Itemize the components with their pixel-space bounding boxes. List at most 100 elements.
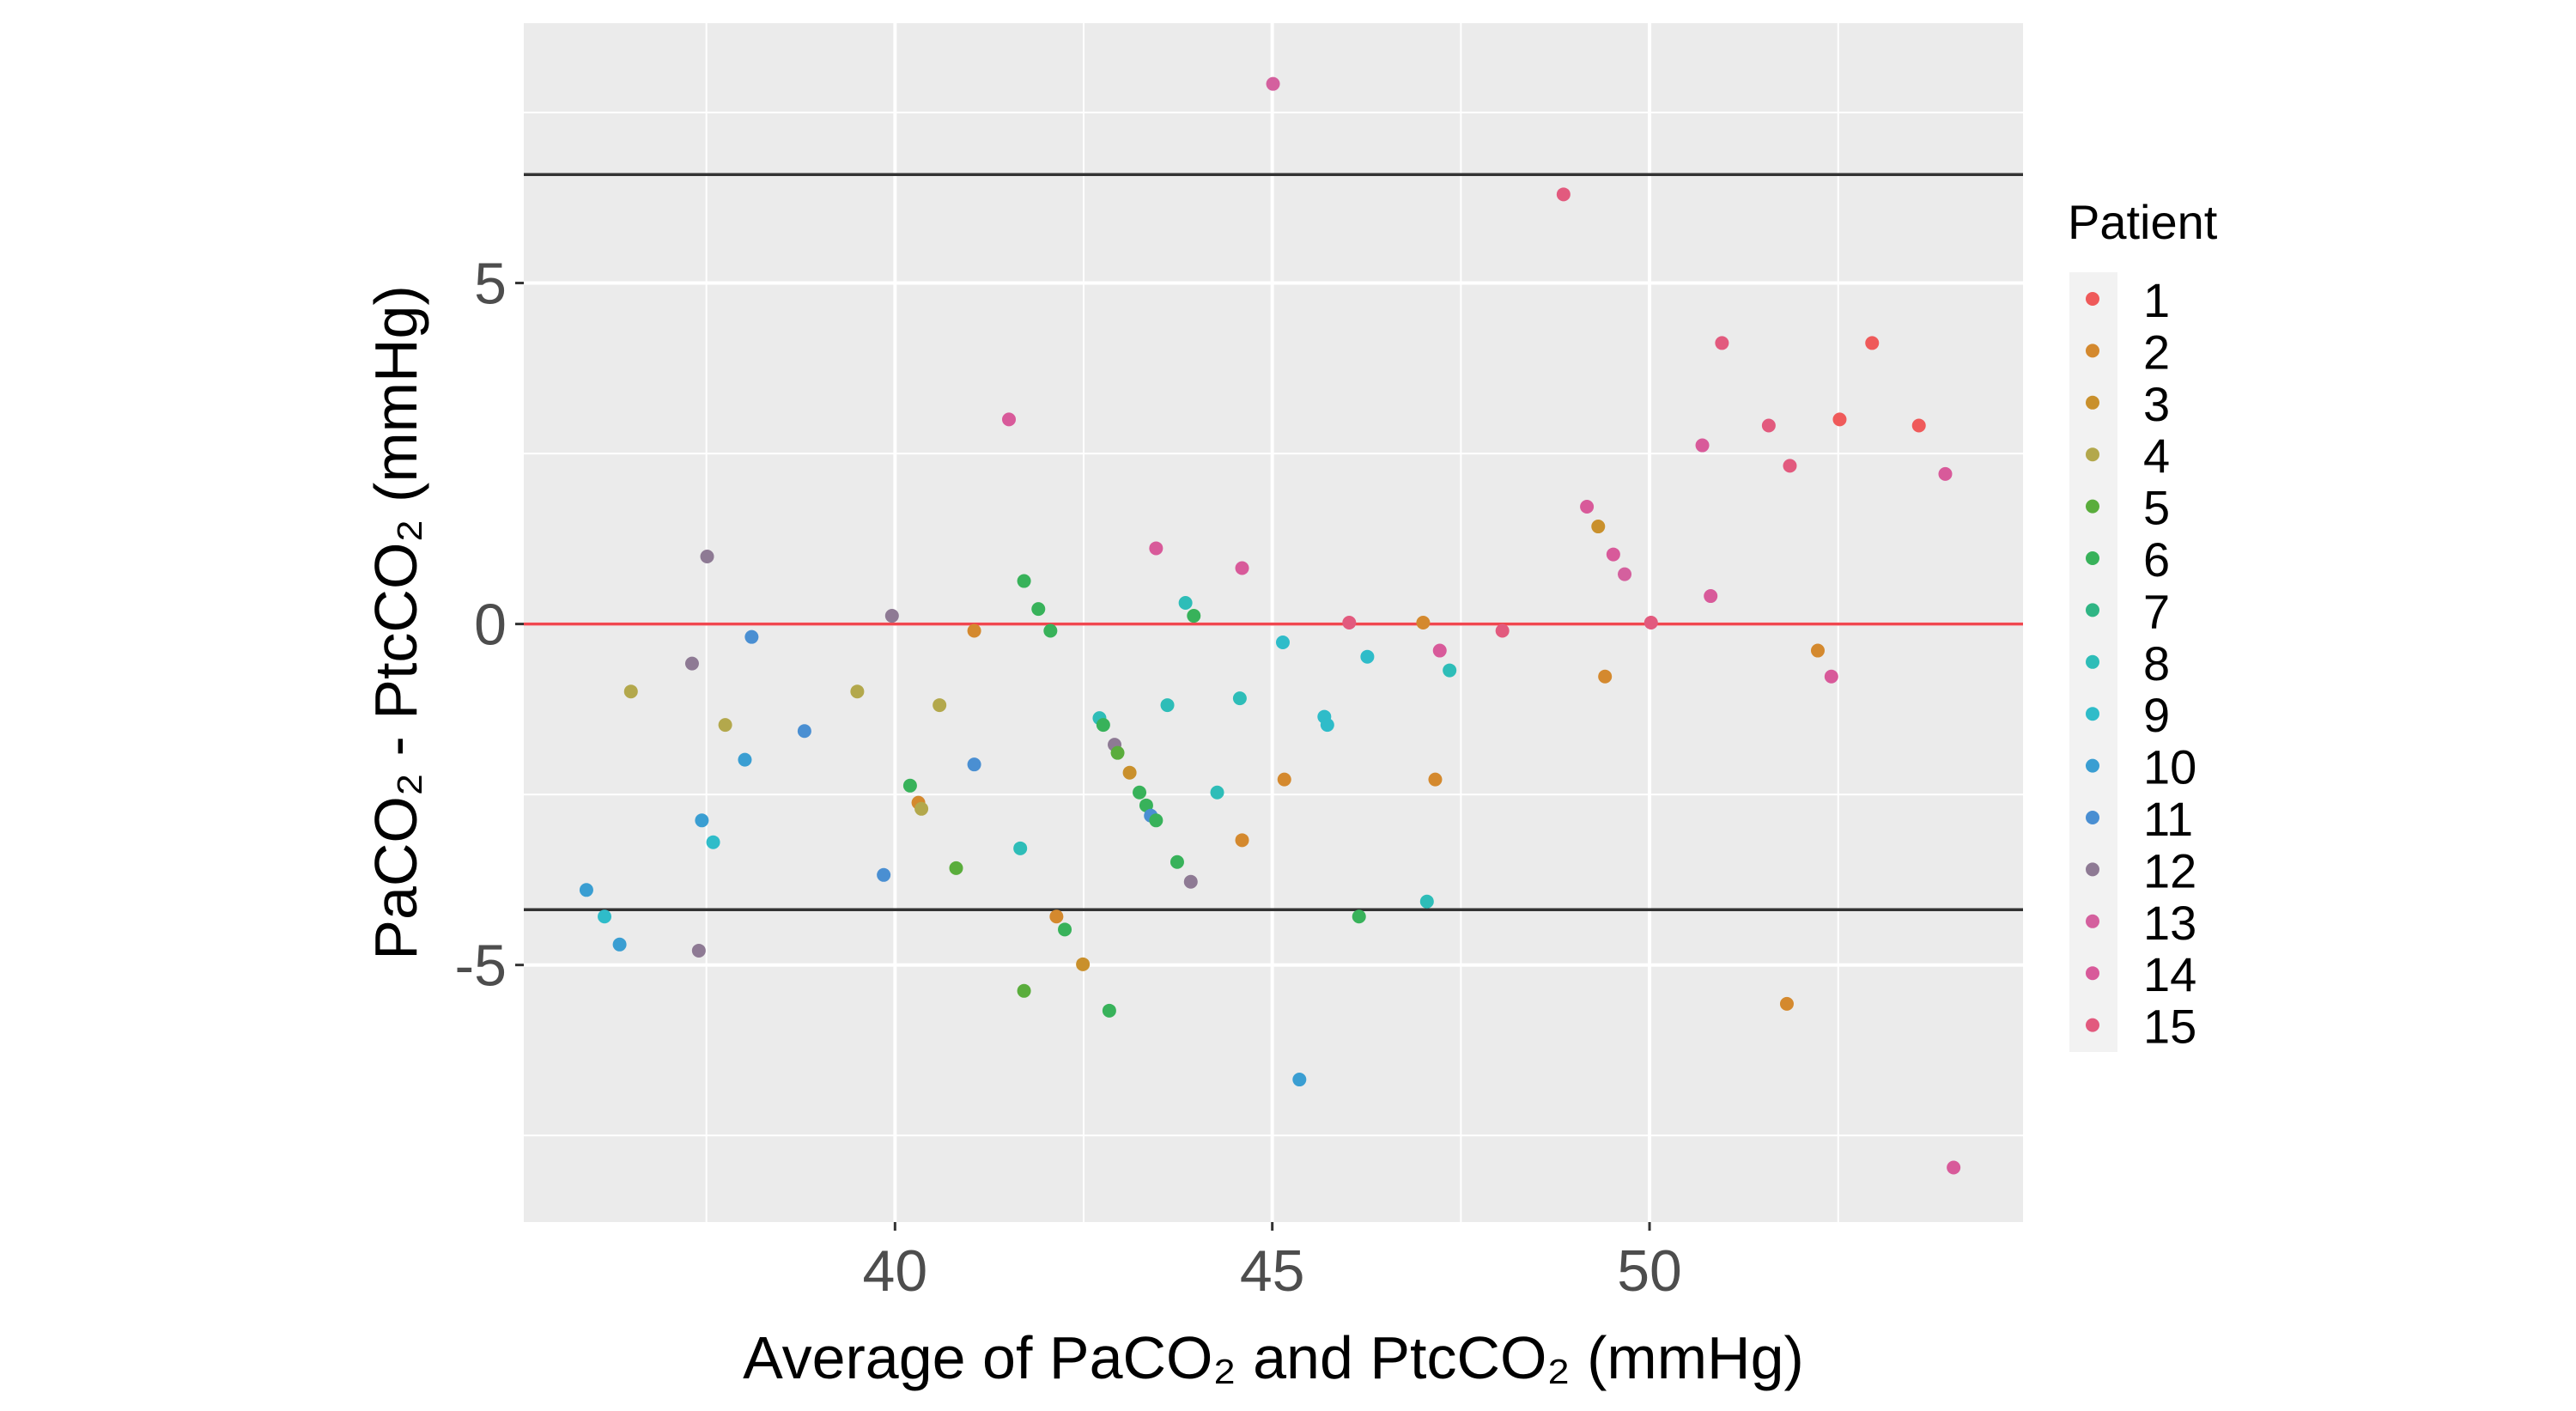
data-point-patient-14: [1149, 541, 1163, 556]
data-point-patient-8: [1443, 663, 1457, 678]
data-point-patient-10: [579, 883, 593, 897]
data-point-patient-4: [914, 801, 929, 816]
data-point-patient-12: [1183, 874, 1198, 889]
data-point-patient-6: [1352, 909, 1366, 924]
data-point-patient-12: [884, 609, 899, 623]
data-point-patient-3: [1122, 765, 1137, 780]
data-point-patient-10: [738, 752, 752, 767]
data-point-patient-12: [700, 549, 714, 563]
x-axis-ticks: 40 45 50: [863, 1222, 1682, 1304]
gridlines: [524, 23, 2029, 1222]
legend-label: 3: [2143, 377, 2170, 431]
data-point-patient-9: [706, 835, 720, 849]
legend-label: 7: [2143, 584, 2170, 638]
data-point-patient-1: [1911, 418, 1926, 433]
data-point-patient-3: [1076, 957, 1091, 971]
legend-label: 15: [2143, 1000, 2196, 1054]
data-point-patient-14: [1947, 1160, 1961, 1175]
legend-key-patient-2: [2086, 344, 2099, 358]
legend-label: 12: [2143, 843, 2196, 897]
legend-key-patient-10: [2086, 758, 2099, 773]
legend-key-patient-9: [2086, 707, 2099, 721]
legend-key-patient-15: [2086, 1018, 2099, 1032]
data-point-patient-14: [1695, 438, 1710, 453]
data-point-patient-14: [1704, 589, 1718, 604]
legend-title: Patient: [2068, 195, 2218, 249]
legend-key-patient-5: [2086, 499, 2099, 514]
data-point-patient-8: [1013, 841, 1028, 855]
data-point-patient-12: [691, 943, 706, 958]
y-tick-label: 0: [474, 593, 507, 658]
data-point-patient-3: [1591, 520, 1606, 534]
legend-label: 4: [2143, 429, 2170, 483]
y-tick-label: 5: [474, 252, 507, 317]
legend-key-patient-6: [2086, 551, 2099, 565]
data-point-patient-6: [1187, 609, 1201, 623]
data-point-patient-15: [1761, 418, 1776, 433]
legend-label: 9: [2143, 688, 2170, 742]
data-point-patient-6: [1133, 785, 1147, 800]
legend-label: 2: [2143, 325, 2170, 379]
data-point-patient-13: [1618, 567, 1632, 581]
x-axis-title: Average of PaCO₂ and PtcCO₂ (mmHg): [743, 1324, 1804, 1391]
data-point-patient-9: [1320, 718, 1334, 733]
data-point-patient-15: [1556, 187, 1571, 202]
data-point-patient-11: [967, 757, 981, 772]
data-point-patient-4: [850, 684, 865, 699]
data-point-patient-14: [1580, 500, 1595, 514]
data-point-patient-6: [902, 778, 917, 793]
data-point-patient-5: [1110, 745, 1125, 760]
data-point-patient-11: [877, 867, 891, 882]
y-axis-ticks: -5 0 5: [455, 252, 524, 999]
data-point-patient-14: [1606, 547, 1620, 562]
data-point-patient-4: [718, 718, 732, 733]
data-point-patient-2: [1810, 643, 1825, 658]
data-point-patient-1: [1832, 412, 1847, 427]
data-point-patient-2: [1428, 772, 1443, 787]
data-point-patient-15: [1495, 623, 1510, 638]
legend-key-patient-13: [2086, 914, 2099, 928]
data-point-patient-6: [1139, 798, 1153, 812]
legend-label: 1: [2143, 273, 2170, 327]
data-point-patient-14: [1938, 466, 1953, 481]
data-point-patient-6: [1170, 855, 1184, 869]
legend-key-patient-3: [2086, 395, 2099, 410]
legend-key-patient-11: [2086, 811, 2099, 824]
legend-key-patient-7: [2086, 603, 2099, 617]
data-point-patient-6: [1058, 922, 1072, 937]
reference-lines: [524, 173, 2023, 912]
data-point-patient-8: [1210, 785, 1224, 800]
y-tick-label: -5: [455, 934, 507, 999]
legend-label: 8: [2143, 636, 2170, 690]
data-point-patient-4: [623, 684, 638, 699]
data-point-patient-4: [933, 698, 947, 713]
data-point-patient-6: [1017, 574, 1031, 588]
data-points: [579, 76, 1961, 1175]
data-point-patient-15: [1342, 616, 1357, 629]
data-point-patient-5: [949, 861, 963, 875]
legend-key-patient-14: [2086, 966, 2099, 981]
data-point-patient-6: [1031, 602, 1046, 617]
data-point-patient-6: [1149, 813, 1163, 828]
data-point-patient-14: [1235, 561, 1249, 575]
data-point-patient-11: [797, 724, 811, 739]
y-axis-title: PaCO₂ - PtcCO₂ (mmHg): [362, 285, 429, 959]
legend-label: 10: [2143, 740, 2196, 794]
data-point-patient-2: [1277, 772, 1291, 787]
legend-key-patient-12: [2086, 862, 2099, 877]
data-point-patient-15: [1643, 616, 1658, 629]
legend-label: 6: [2143, 532, 2170, 587]
data-point-patient-15: [1715, 336, 1729, 350]
data-point-patient-11: [744, 629, 759, 644]
data-point-patient-12: [684, 656, 699, 671]
legend-label: 5: [2143, 481, 2170, 535]
data-point-patient-10: [612, 937, 627, 952]
data-point-patient-8: [1419, 894, 1434, 909]
legend-key-patient-8: [2086, 654, 2099, 669]
legend-label: 13: [2143, 896, 2196, 950]
x-tick-label: 40: [863, 1238, 928, 1304]
data-point-patient-2: [1779, 996, 1794, 1011]
data-point-patient-10: [1292, 1073, 1307, 1087]
data-point-patient-2: [1235, 833, 1249, 848]
